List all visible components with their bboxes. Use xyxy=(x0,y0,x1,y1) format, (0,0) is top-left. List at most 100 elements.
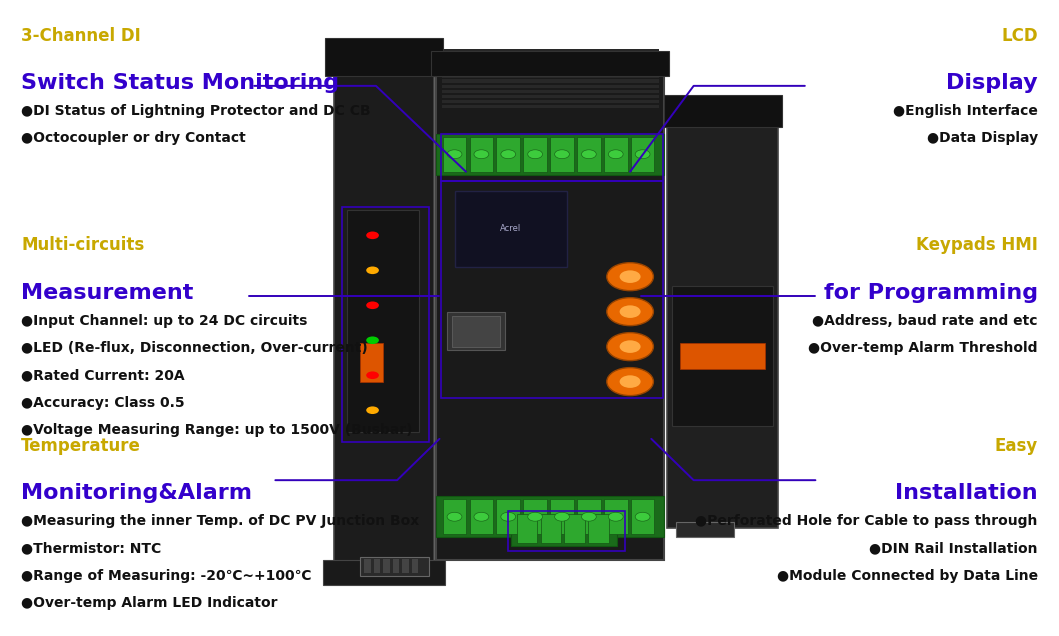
Bar xyxy=(442,49,659,52)
Bar xyxy=(442,69,659,73)
Text: ●Voltage Measuring Range: up to 1500V (Busbar): ●Voltage Measuring Range: up to 1500V (B… xyxy=(21,423,413,437)
Bar xyxy=(325,38,443,76)
Text: Installation: Installation xyxy=(895,483,1038,503)
Bar xyxy=(442,64,659,67)
Bar xyxy=(436,134,664,175)
Circle shape xyxy=(607,263,653,291)
Circle shape xyxy=(620,340,641,353)
Text: ●Address, baud rate and etc: ●Address, baud rate and etc xyxy=(812,314,1038,328)
Bar xyxy=(631,499,654,534)
Text: Multi-circuits: Multi-circuits xyxy=(21,237,144,254)
Text: ●Accuracy: Class 0.5: ●Accuracy: Class 0.5 xyxy=(21,396,185,410)
Circle shape xyxy=(474,150,489,158)
Text: Switch Status Monitoring: Switch Status Monitoring xyxy=(21,73,339,93)
Circle shape xyxy=(366,232,379,239)
Bar xyxy=(604,137,628,172)
Circle shape xyxy=(620,375,641,388)
Bar xyxy=(402,559,409,573)
Text: ●Over-temp Alarm Threshold: ●Over-temp Alarm Threshold xyxy=(808,341,1038,355)
Circle shape xyxy=(366,336,379,344)
Circle shape xyxy=(555,513,570,522)
Text: Monitoring&Alarm: Monitoring&Alarm xyxy=(21,483,252,503)
Text: ●Range of Measuring: -20℃~+100℃: ●Range of Measuring: -20℃~+100℃ xyxy=(21,569,311,583)
Text: ●Input Channel: up to 24 DC circuits: ●Input Channel: up to 24 DC circuits xyxy=(21,314,307,328)
Circle shape xyxy=(581,150,596,158)
Bar xyxy=(672,286,773,426)
Bar xyxy=(347,210,419,432)
Bar xyxy=(442,105,659,108)
Bar xyxy=(443,499,466,534)
Text: Measurement: Measurement xyxy=(21,283,194,303)
Circle shape xyxy=(447,513,462,522)
Bar xyxy=(442,95,659,98)
Bar xyxy=(508,511,625,551)
Text: ●Data Display: ●Data Display xyxy=(927,131,1038,145)
Bar xyxy=(455,191,567,267)
Circle shape xyxy=(608,513,623,522)
Circle shape xyxy=(447,150,462,158)
Bar xyxy=(360,556,429,576)
Text: ●Rated Current: 20A: ●Rated Current: 20A xyxy=(21,368,185,382)
Bar xyxy=(383,559,390,573)
Bar xyxy=(631,137,654,172)
Bar xyxy=(342,207,429,442)
Circle shape xyxy=(501,513,516,522)
Circle shape xyxy=(607,298,653,326)
Bar xyxy=(334,51,434,572)
Bar xyxy=(469,137,493,172)
Bar xyxy=(443,137,466,172)
Bar xyxy=(497,499,520,534)
Bar xyxy=(441,181,663,398)
Bar xyxy=(577,499,600,534)
Bar xyxy=(664,95,782,127)
Bar xyxy=(442,90,659,93)
Bar xyxy=(551,137,574,172)
Bar xyxy=(523,137,546,172)
Text: ●Over-temp Alarm LED Indicator: ●Over-temp Alarm LED Indicator xyxy=(21,596,277,610)
Circle shape xyxy=(366,371,379,379)
Text: Easy: Easy xyxy=(994,437,1038,455)
Text: LCD: LCD xyxy=(1001,27,1038,45)
Circle shape xyxy=(474,513,489,522)
Bar xyxy=(497,137,520,172)
Bar xyxy=(667,108,778,528)
Bar xyxy=(442,100,659,103)
Circle shape xyxy=(635,150,650,158)
Bar xyxy=(436,64,664,560)
Circle shape xyxy=(635,513,650,522)
Bar xyxy=(412,559,418,573)
Text: ●Perforated Hole for Cable to pass through: ●Perforated Hole for Cable to pass throu… xyxy=(696,514,1038,528)
Text: ●Octocoupler or dry Contact: ●Octocoupler or dry Contact xyxy=(21,131,246,145)
Circle shape xyxy=(501,150,516,158)
Text: 3-Channel DI: 3-Channel DI xyxy=(21,27,141,45)
Bar xyxy=(517,514,538,543)
Bar xyxy=(374,559,380,573)
Text: ●Measuring the inner Temp. of DC PV Junction Box: ●Measuring the inner Temp. of DC PV Junc… xyxy=(21,514,419,528)
Bar xyxy=(680,343,765,369)
Bar xyxy=(469,499,493,534)
Circle shape xyxy=(366,406,379,414)
Bar xyxy=(589,514,609,543)
Text: Acrel: Acrel xyxy=(500,225,522,233)
Circle shape xyxy=(527,150,542,158)
Text: Keypads HMI: Keypads HMI xyxy=(916,237,1038,254)
Circle shape xyxy=(366,301,379,309)
Bar xyxy=(551,499,574,534)
Bar xyxy=(676,522,734,537)
Bar xyxy=(393,559,399,573)
Text: Display: Display xyxy=(946,73,1038,93)
Circle shape xyxy=(555,150,570,158)
Text: ●DI Status of Lightning Protector and DC CB: ●DI Status of Lightning Protector and DC… xyxy=(21,104,371,118)
Bar xyxy=(564,514,585,543)
Text: Temperature: Temperature xyxy=(21,437,141,455)
Bar xyxy=(447,312,505,350)
Text: ●English Interface: ●English Interface xyxy=(893,104,1038,118)
Bar xyxy=(436,496,664,537)
Bar xyxy=(431,51,669,76)
Bar xyxy=(442,54,659,57)
Bar xyxy=(523,499,546,534)
Text: ●LED (Re-flux, Disconnection, Over-current): ●LED (Re-flux, Disconnection, Over-curre… xyxy=(21,341,367,355)
Bar xyxy=(360,343,383,382)
Text: ●Thermistor: NTC: ●Thermistor: NTC xyxy=(21,541,161,555)
Bar xyxy=(323,560,445,585)
